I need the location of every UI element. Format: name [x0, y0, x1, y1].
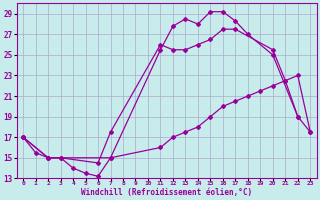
X-axis label: Windchill (Refroidissement éolien,°C): Windchill (Refroidissement éolien,°C) — [81, 188, 252, 197]
